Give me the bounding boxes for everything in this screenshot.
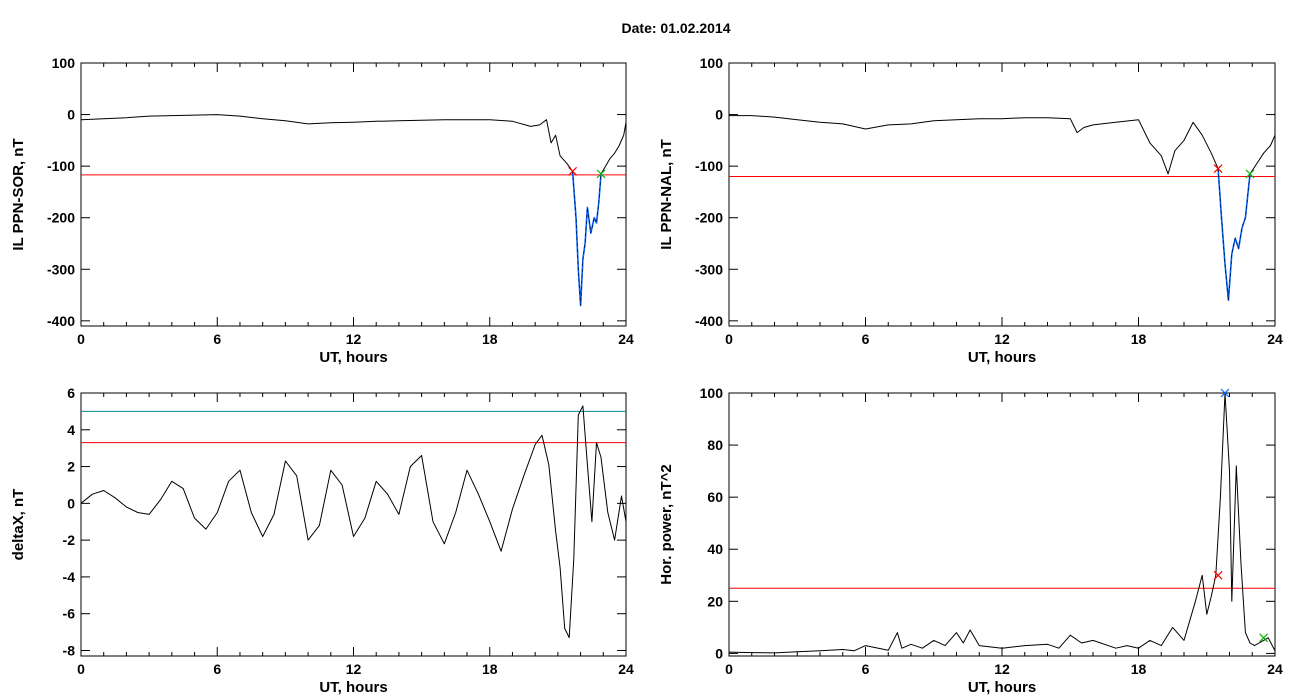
series-line — [80, 114, 574, 172]
red-x-marker — [568, 166, 578, 176]
x-tick-label: 12 — [346, 331, 362, 347]
event-series-overlay — [572, 171, 602, 306]
x-tick-label: 24 — [1267, 661, 1283, 677]
x-axis-label: UT, hours — [319, 679, 387, 696]
x-tick-label: 0 — [725, 661, 733, 677]
y-axis-label: Hor. power, nT^2 — [658, 464, 675, 584]
plot-frame — [728, 62, 1276, 327]
x-tick-label: 12 — [994, 331, 1010, 347]
y-tick-label: 2 — [67, 459, 75, 475]
y-axis-label: IL PPN-NAL, nT — [658, 139, 675, 250]
x-tick-label: 18 — [482, 661, 498, 677]
event-series-overlay — [1217, 168, 1251, 301]
x-tick-label: 12 — [994, 661, 1010, 677]
y-tick-label: -300 — [695, 261, 723, 277]
x-tick-label: 0 — [77, 661, 85, 677]
y-axis-label: IL PPN-SOR, nT — [10, 138, 27, 250]
y-tick-label: 0 — [715, 107, 723, 123]
x-tick-label: 6 — [213, 661, 221, 677]
y-tick-label: 20 — [707, 593, 723, 609]
y-tick-label: -6 — [63, 606, 76, 622]
x-tick-label: 0 — [77, 331, 85, 347]
y-tick-label: 0 — [67, 495, 75, 511]
y-axis-label: deltaX, nT — [10, 489, 27, 561]
blue-x-marker — [1220, 388, 1230, 398]
x-tick-label: 24 — [618, 331, 634, 347]
x-tick-label: 6 — [862, 331, 870, 347]
y-tick-label: -300 — [47, 261, 75, 277]
panel-deltax: 0 6 12 18 24 6 4 2 0 -2 -4 -6 -8 UT, hours deltaX, nT — [10, 385, 634, 696]
green-x-marker — [1259, 633, 1269, 643]
series-line — [80, 405, 627, 639]
red-x-marker — [1213, 164, 1223, 174]
y-tick-label: 40 — [707, 541, 723, 557]
x-axis-label: UT, hours — [319, 349, 387, 366]
y-tick-label: -100 — [47, 158, 75, 174]
x-tick-label: 18 — [482, 331, 498, 347]
green-x-marker — [596, 169, 606, 179]
red-x-marker — [1213, 570, 1223, 580]
panel-il-ppn-sor: 0 6 12 18 24 100 0 -100 -200 -300 -400 UT, hours IL … — [10, 55, 634, 366]
x-tick-label: 0 — [725, 331, 733, 347]
series-line — [728, 392, 1276, 654]
event-series-line — [1217, 168, 1251, 302]
x-tick-label: 24 — [1267, 331, 1283, 347]
y-tick-label: -400 — [695, 313, 723, 329]
y-tick-label: 100 — [700, 55, 724, 71]
y-tick-label: 6 — [67, 385, 75, 401]
y-tick-label: -8 — [63, 642, 76, 658]
green-x-marker — [1245, 169, 1255, 179]
y-tick-label: -200 — [695, 210, 723, 226]
y-tick-label: -2 — [63, 532, 76, 548]
figure-title: Date: 01.02.2014 — [622, 20, 731, 36]
plot-frame — [80, 62, 627, 327]
y-tick-label: 60 — [707, 489, 723, 505]
x-tick-label: 6 — [862, 661, 870, 677]
x-tick-label: 12 — [346, 661, 362, 677]
y-tick-label: 0 — [67, 107, 75, 123]
x-tick-label: 18 — [1131, 331, 1147, 347]
x-axis-label: UT, hours — [968, 679, 1036, 696]
y-tick-label: 100 — [700, 385, 724, 401]
series-line — [729, 115, 1219, 175]
series-line — [1249, 134, 1276, 175]
y-tick-label: -4 — [63, 569, 76, 585]
series-line — [600, 122, 627, 175]
y-tick-label: 4 — [67, 422, 75, 438]
x-tick-label: 24 — [618, 661, 634, 677]
y-tick-label: 0 — [715, 645, 723, 661]
x-axis-label: UT, hours — [968, 349, 1036, 366]
y-tick-label: 100 — [52, 55, 76, 71]
y-tick-label: -200 — [47, 210, 75, 226]
x-tick-label: 18 — [1131, 661, 1147, 677]
y-tick-label: -100 — [695, 158, 723, 174]
plot-frame — [728, 392, 1276, 657]
x-tick-label: 6 — [213, 331, 221, 347]
panel-il-ppn-nal: 0 6 12 18 24 100 0 -100 -200 -300 -400 UT, hours IL … — [658, 55, 1283, 366]
plot-frame — [80, 392, 627, 657]
y-tick-label: 80 — [707, 437, 723, 453]
panel-hor-power: 0 6 12 18 24 0 20 40 60 80 100 UT, hours Hor. power,… — [658, 385, 1283, 696]
y-tick-label: -400 — [47, 313, 75, 329]
